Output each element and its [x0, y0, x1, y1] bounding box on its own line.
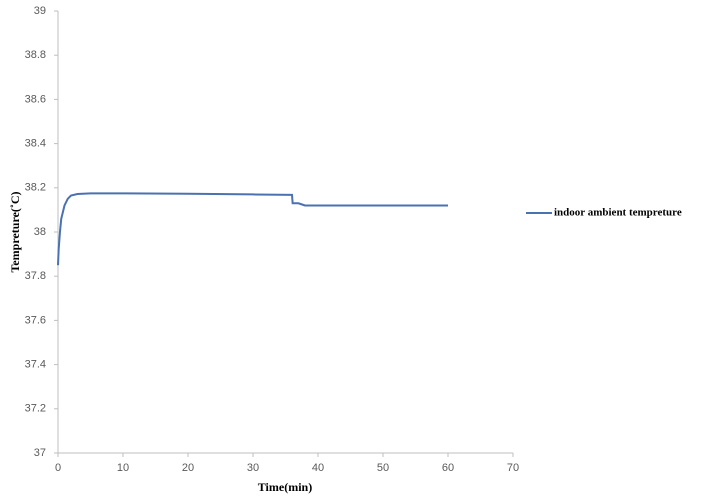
x-tick-label: 0 [55, 462, 61, 474]
y-tick-label: 37.2 [25, 403, 46, 415]
legend-label: indoor ambient tempreture [554, 207, 682, 219]
y-tick-label: 37.6 [25, 314, 46, 326]
y-tick-label: 38.8 [25, 49, 46, 61]
x-tick-label: 70 [507, 462, 519, 474]
x-axis-title: Time(min) [258, 480, 312, 494]
x-tick-label: 30 [247, 462, 259, 474]
x-tick-label: 10 [117, 462, 129, 474]
x-tick-label: 20 [182, 462, 194, 474]
x-tick-label: 60 [442, 462, 454, 474]
y-tick-label: 37.4 [25, 359, 46, 371]
y-tick-label: 38.6 [25, 93, 46, 105]
x-tick-label: 50 [377, 462, 389, 474]
line [57, 192, 448, 266]
x-tick-label: 40 [312, 462, 324, 474]
y-tick-label: 38.4 [25, 138, 46, 150]
y-tick-label: 38 [34, 226, 46, 238]
y-tick-label: 37.8 [25, 270, 46, 282]
y-tick-label: 38.2 [25, 182, 46, 194]
y-axis-title: Tempreture(˚C) [8, 191, 22, 272]
y-tick-label: 39 [34, 5, 46, 17]
y-tick-label: 37 [34, 447, 46, 459]
